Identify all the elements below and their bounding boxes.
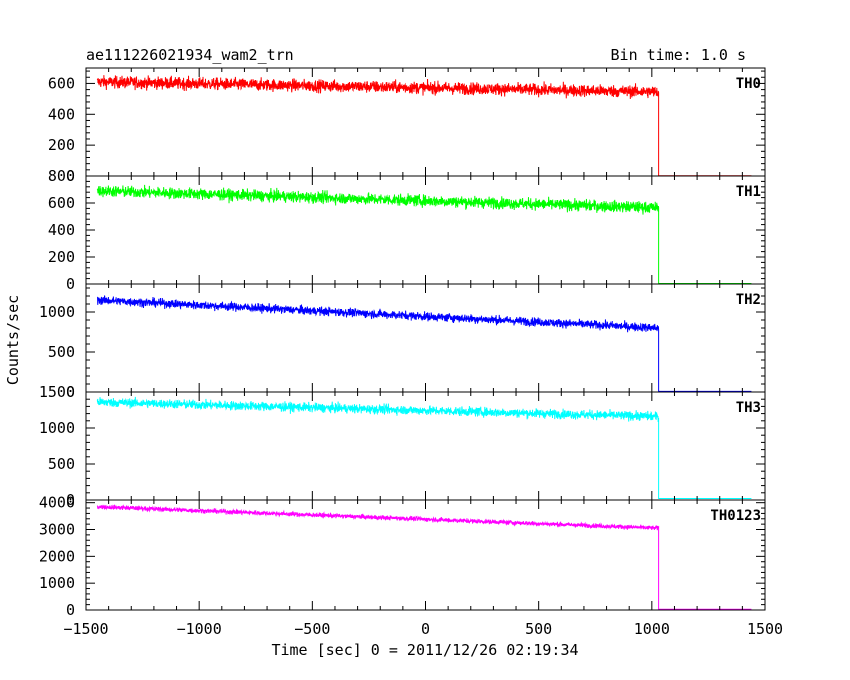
y-tick-label: 600 [48, 74, 75, 92]
series-th2 [96, 295, 752, 392]
y-tick-label: 1500 [39, 383, 75, 401]
panel-frame [85, 283, 766, 393]
y-tick-label: 500 [48, 343, 75, 361]
y-tick-label: 200 [48, 136, 75, 154]
panel-label-th3: TH3 [736, 400, 761, 416]
y-axis-label: Counts/sec [4, 295, 22, 385]
x-tick-label: −500 [294, 620, 330, 638]
x-tick-label: −1500 [63, 620, 108, 638]
panel-th3: 0 500 1000 1500 TH3 [39, 383, 766, 509]
y-tick-label: 0 [66, 383, 75, 401]
y-tick-label: 1000 [39, 419, 75, 437]
y-tick-label: 400 [48, 105, 75, 123]
x-tick-label: 1000 [634, 620, 670, 638]
x-tick-label: 500 [525, 620, 552, 638]
y-tick-label: 800 [48, 167, 75, 185]
x-tick-label: −1000 [177, 620, 222, 638]
y-tick-label: 2000 [39, 547, 75, 565]
y-tick-label: 0 [66, 167, 75, 185]
series-th0 [96, 75, 752, 177]
series-th0123 [96, 504, 752, 610]
y-tick-label: 500 [48, 455, 75, 473]
y-tick-label: 0 [66, 275, 75, 293]
x-tick-label: 0 [421, 620, 430, 638]
panel-label-th0123: TH0123 [710, 508, 761, 524]
series-th3 [96, 396, 752, 500]
panel-th0123: 0 1000 2000 3000 4000 TH0123 [39, 494, 766, 619]
panel-label-th0: TH0 [736, 76, 761, 92]
y-tick-label: 0 [66, 491, 75, 509]
panel-th2: 0 500 1000 TH2 [39, 283, 766, 401]
panel-th0: 0 200 400 600 TH0 [48, 67, 766, 185]
panels-group: 0 200 400 600 TH0 0 200 400 600 800 TH1 0 500 1000 TH2… [39, 67, 783, 638]
y-tick-label: 0 [66, 601, 75, 619]
series-th1 [96, 184, 752, 284]
panel-label-th1: TH1 [736, 184, 761, 200]
panel-frame [85, 391, 766, 501]
bin-time-label: Bin time: 1.0 s [611, 46, 746, 64]
panel-frame [85, 499, 766, 611]
y-tick-label: 4000 [39, 494, 75, 512]
x-axis-label: Time [sec] 0 = 2011/12/26 02:19:34 [271, 641, 578, 659]
panel-label-th2: TH2 [736, 292, 761, 308]
chart-title: ae111226021934_wam2_trn [86, 46, 294, 64]
panel-frame [85, 175, 766, 285]
y-tick-label: 1000 [39, 574, 75, 592]
y-tick-label: 1000 [39, 303, 75, 321]
y-tick-label: 600 [48, 194, 75, 212]
y-tick-label: 200 [48, 248, 75, 266]
y-tick-label: 3000 [39, 521, 75, 539]
panel-th1: 0 200 400 600 800 TH1 [48, 167, 766, 293]
x-tick-label: 1500 [747, 620, 783, 638]
y-tick-label: 400 [48, 221, 75, 239]
